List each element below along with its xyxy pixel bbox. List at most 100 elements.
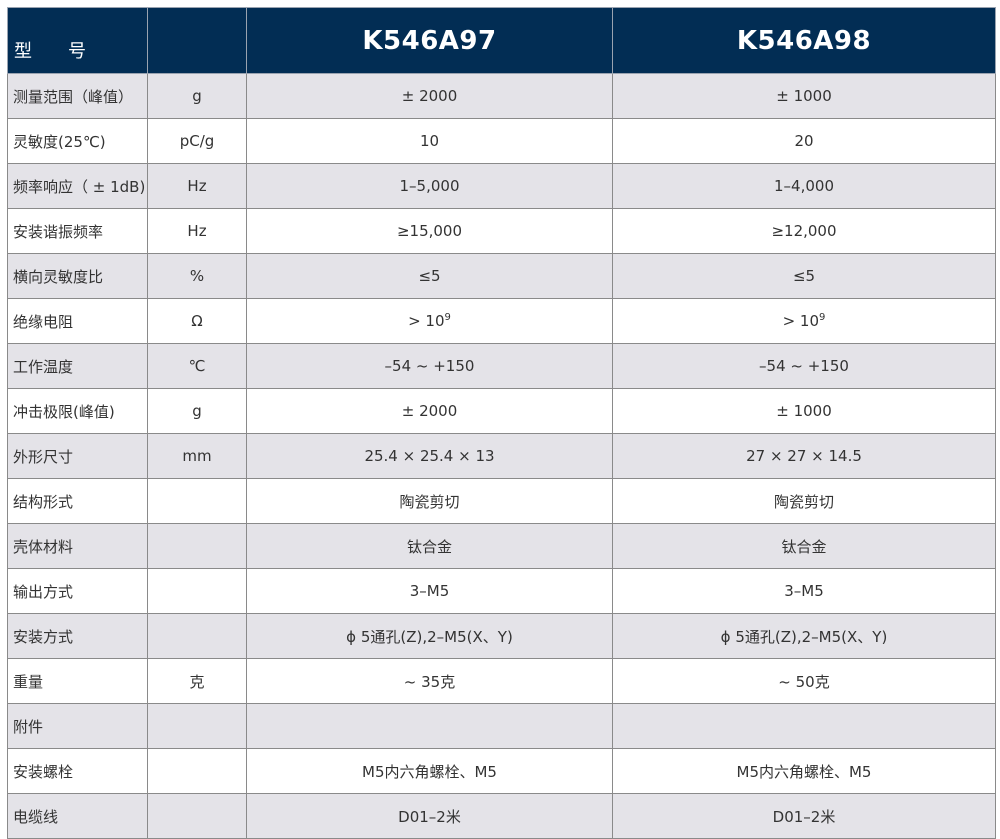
table-row: 安装螺栓 M5内六角螺栓、M5 M5内六角螺栓、M5 (7, 748, 996, 794)
value-k546a97-text: ≥15,000 (396, 222, 463, 240)
value-k546a98-text: 27 × 27 × 14.5 (746, 447, 862, 465)
value-k546a97-text: ϕ 5通孔(Z),2–M5(X、Y) (346, 627, 513, 646)
value-k546a97-text: M5内六角螺栓、M5 (362, 762, 497, 781)
param-name: 冲击极限(峰值) (7, 388, 148, 434)
param-unit-text: Hz (187, 177, 207, 195)
model-k546a98: K546A98 (612, 7, 996, 74)
value-k546a97-text: D01–2米 (398, 807, 461, 826)
value-k546a98 (612, 703, 996, 749)
value-k546a98-text: ± 1000 (776, 402, 832, 420)
param-name-text: 冲击极限(峰值) (13, 402, 115, 421)
param-name-text: 壳体材料 (13, 537, 74, 556)
param-unit (147, 748, 247, 794)
value-k546a98-text: ~ 50克 (778, 672, 830, 691)
exponent: 9 (444, 312, 451, 323)
table-row: 安装谐振频率 Hz ≥15,000 ≥12,000 (7, 208, 996, 254)
param-unit: % (147, 253, 247, 299)
value-k546a98-text: 20 (794, 132, 814, 150)
value-k546a97: ~ 35克 (246, 658, 613, 704)
param-unit (147, 478, 247, 524)
param-name-text: 绝缘电阻 (13, 312, 74, 331)
value-k546a98-text: D01–2米 (772, 807, 836, 826)
value-k546a97-text: –54 ~ +150 (384, 357, 475, 375)
value-k546a98: ≤5 (612, 253, 996, 299)
param-name-text: 重量 (13, 672, 44, 691)
param-name: 工作温度 (7, 343, 148, 389)
table-row: 灵敏度(25℃) pC/g 10 20 (7, 118, 996, 164)
value-k546a98-text: 3–M5 (784, 582, 824, 600)
value-k546a98-text: –54 ~ +150 (759, 357, 849, 375)
param-name-text: 灵敏度(25℃) (13, 132, 106, 151)
param-name-text: 工作温度 (13, 357, 74, 376)
table-row: 壳体材料 钛合金 钛合金 (7, 523, 996, 569)
value-k546a97-text: ~ 35克 (403, 672, 456, 691)
param-name-text: 电缆线 (13, 807, 59, 826)
table-row: 频率响应（ ± 1dB) Hz 1–5,000 1–4,000 (7, 163, 996, 209)
param-name: 安装方式 (7, 613, 148, 659)
param-name: 结构形式 (7, 478, 148, 524)
param-unit: mm (147, 433, 247, 479)
value-k546a98-text: ≤5 (792, 267, 816, 285)
param-name: 附件 (7, 703, 148, 749)
param-name-text: 安装谐振频率 (13, 222, 104, 241)
param-unit: g (147, 73, 247, 119)
param-unit (147, 568, 247, 614)
value-k546a97-text: ± 2000 (401, 87, 458, 105)
value-k546a98-text: > 10 (782, 312, 820, 330)
param-unit-text: 克 (189, 672, 205, 691)
value-k546a98: 3–M5 (612, 568, 996, 614)
table-row: 工作温度 ℃ –54 ~ +150 –54 ~ +150 (7, 343, 996, 389)
param-name: 绝缘电阻 (7, 298, 148, 344)
param-name-text: 结构形式 (13, 492, 74, 511)
param-unit-text: Hz (187, 222, 207, 240)
param-name: 测量范围（峰值） (7, 73, 148, 119)
value-k546a98: M5内六角螺栓、M5 (612, 748, 996, 794)
value-k546a98-text: 钛合金 (781, 537, 827, 556)
value-k546a97: 3–M5 (246, 568, 613, 614)
param-unit: g (147, 388, 247, 434)
value-k546a97: 1–5,000 (246, 163, 613, 209)
exponent: 9 (819, 312, 826, 323)
table-row: 绝缘电阻 Ω > 109 > 109 (7, 298, 996, 344)
value-k546a98-text: M5内六角螺栓、M5 (736, 762, 872, 781)
table-row: 外形尺寸 mm 25.4 × 25.4 × 13 27 × 27 × 14.5 (7, 433, 996, 479)
value-k546a98: –54 ~ +150 (612, 343, 996, 389)
table-row: 冲击极限(峰值) g ± 2000 ± 1000 (7, 388, 996, 434)
value-k546a97: ϕ 5通孔(Z),2–M5(X、Y) (246, 613, 613, 659)
value-k546a97-text: ≤5 (418, 267, 441, 285)
value-k546a98: ± 1000 (612, 388, 996, 434)
unit-header (147, 7, 247, 74)
value-k546a97: > 109 (246, 298, 613, 344)
param-unit: pC/g (147, 118, 247, 164)
param-unit-text: mm (182, 447, 212, 465)
table-row: 输出方式 3–M5 3–M5 (7, 568, 996, 614)
param-name-text: 附件 (13, 717, 44, 736)
param-name: 安装谐振频率 (7, 208, 148, 254)
value-k546a98: ~ 50克 (612, 658, 996, 704)
param-unit-text: ℃ (188, 357, 206, 375)
model-k546a97: K546A97 (246, 7, 613, 74)
param-unit: Hz (147, 208, 247, 254)
param-name: 安装螺栓 (7, 748, 148, 794)
table-row: 横向灵敏度比% ≤5 ≤5 (7, 253, 996, 299)
value-k546a97: ≥15,000 (246, 208, 613, 254)
param-name-text: 测量范围（峰值） (13, 87, 134, 106)
header-row: 型 号 K546A97 K546A98 (7, 7, 996, 74)
value-k546a98: ≥12,000 (612, 208, 996, 254)
value-k546a98: 20 (612, 118, 996, 164)
param-unit (147, 703, 247, 749)
param-name: 输出方式 (7, 568, 148, 614)
value-k546a98: 陶瓷剪切 (612, 478, 996, 524)
value-k546a98: ± 1000 (612, 73, 996, 119)
param-unit (147, 523, 247, 569)
value-k546a97-text: 1–5,000 (399, 177, 460, 195)
value-k546a97: ± 2000 (246, 388, 613, 434)
model-label: 型 号 (7, 7, 148, 74)
param-unit: 克 (147, 658, 247, 704)
param-name-text: 横向灵敏度比 (13, 267, 104, 286)
value-k546a97: 陶瓷剪切 (246, 478, 613, 524)
param-name: 电缆线 (7, 793, 148, 839)
param-unit: ℃ (147, 343, 247, 389)
param-name: 频率响应（ ± 1dB) (7, 163, 148, 209)
spec-table: 型 号 K546A97 K546A98 测量范围（峰值） g ± 2000 ± 100… (7, 7, 996, 839)
